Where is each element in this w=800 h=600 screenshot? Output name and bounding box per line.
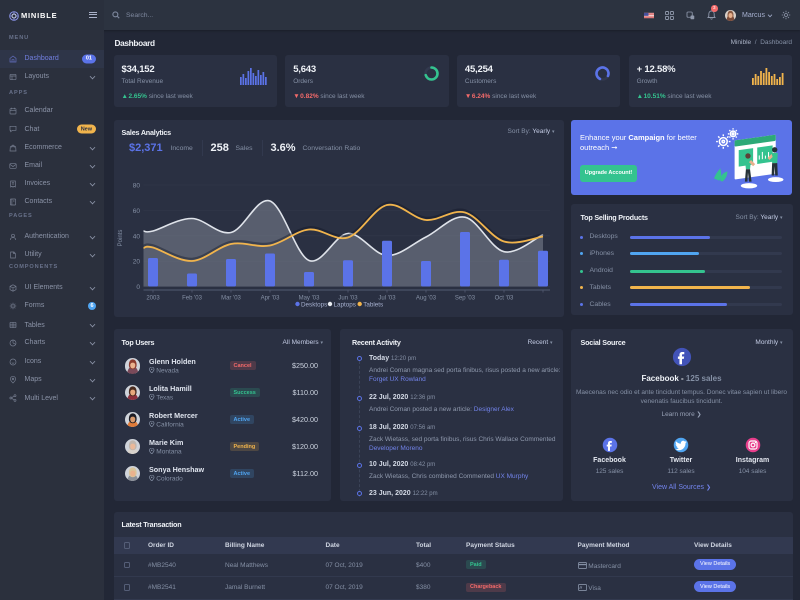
svg-text:Tablets: Tablets: [363, 301, 383, 308]
svg-text:Oct '03: Oct '03: [494, 295, 513, 301]
svg-text:Jul '03: Jul '03: [378, 295, 396, 301]
svg-text:Sep '03: Sep '03: [454, 295, 475, 301]
svg-text:Mar '03: Mar '03: [221, 295, 241, 301]
svg-text:Jun '03: Jun '03: [338, 295, 358, 301]
svg-text:Apr '03: Apr '03: [260, 295, 279, 301]
svg-text:0: 0: [136, 284, 140, 291]
svg-text:60: 60: [132, 207, 140, 214]
svg-text:40: 40: [132, 233, 140, 240]
svg-text:Laptops: Laptops: [333, 301, 355, 308]
svg-text:Points: Points: [118, 229, 124, 246]
svg-text:2003: 2003: [146, 295, 160, 301]
svg-text:Feb '03: Feb '03: [182, 295, 202, 301]
svg-text:80: 80: [132, 182, 140, 189]
svg-text:May '03: May '03: [298, 295, 319, 301]
svg-text:20: 20: [132, 258, 140, 265]
svg-text:Aug '03: Aug '03: [415, 295, 436, 301]
svg-text:Desktops: Desktops: [301, 301, 327, 308]
